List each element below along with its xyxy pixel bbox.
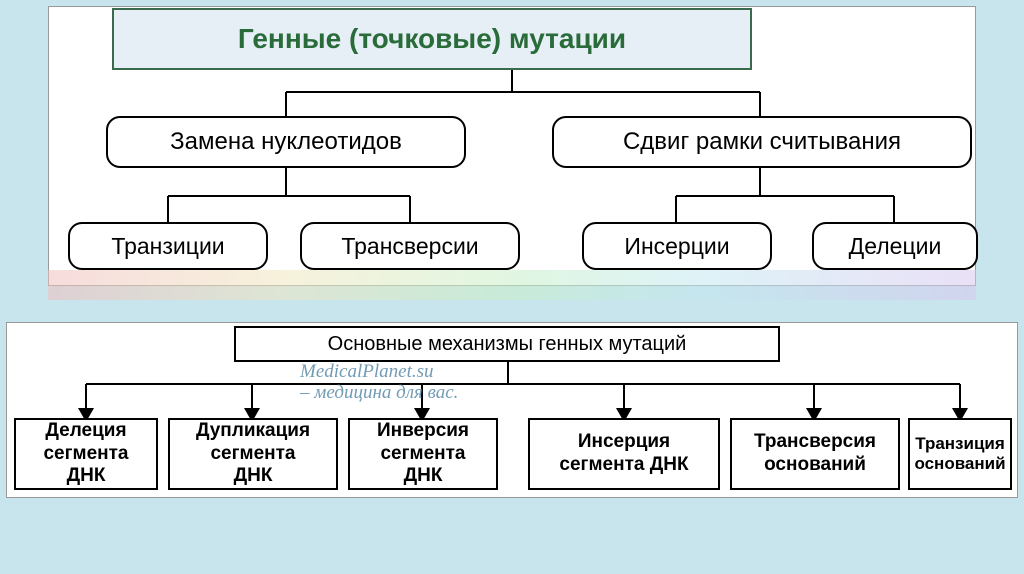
lower-header: Основные механизмы генных мутаций	[234, 326, 780, 362]
rainbow-strip	[48, 270, 976, 300]
upper-l3-node-3: Делеции	[812, 222, 978, 270]
lower-node-0: ДелециясегментаДНК	[14, 418, 158, 490]
watermark-line1: MedicalPlanet.su	[300, 362, 458, 383]
upper-l3-node-1: Трансверсии	[300, 222, 520, 270]
main-title-text: Генные (точковые) мутации	[238, 23, 626, 55]
lower-node-1: ДупликациясегментаДНК	[168, 418, 338, 490]
watermark: MedicalPlanet.su – медицина для вас.	[300, 362, 458, 404]
upper-l3-node-2: Инсерции	[582, 222, 772, 270]
upper-l3-node-0: Транзиции	[68, 222, 268, 270]
lower-node-4: Трансверсияоснований	[730, 418, 900, 490]
lower-node-2: ИнверсиясегментаДНК	[348, 418, 498, 490]
lower-header-text: Основные механизмы генных мутаций	[328, 332, 687, 356]
main-title: Генные (точковые) мутации	[112, 8, 752, 70]
upper-l2-node-0: Замена нуклеотидов	[106, 116, 466, 168]
watermark-line2: – медицина для вас.	[300, 383, 458, 404]
lower-node-5: Транзицияоснований	[908, 418, 1012, 490]
upper-l2-node-1: Сдвиг рамки считывания	[552, 116, 972, 168]
lower-node-3: Инсерциясегмента ДНК	[528, 418, 720, 490]
